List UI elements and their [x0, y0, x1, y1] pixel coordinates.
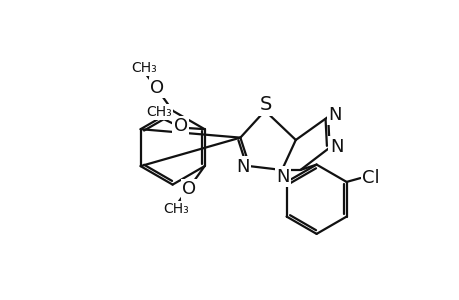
- Text: O: O: [182, 180, 196, 198]
- Text: CH₃: CH₃: [163, 202, 189, 216]
- Text: O: O: [174, 117, 187, 135]
- Text: N: N: [235, 158, 249, 176]
- Text: N: N: [328, 106, 341, 124]
- Text: CH₃: CH₃: [131, 61, 157, 75]
- Text: N: N: [329, 138, 342, 156]
- Text: N: N: [275, 168, 289, 186]
- Text: S: S: [259, 95, 271, 114]
- Text: O: O: [150, 79, 164, 97]
- Text: CH₃: CH₃: [146, 105, 172, 119]
- Text: Cl: Cl: [362, 169, 379, 187]
